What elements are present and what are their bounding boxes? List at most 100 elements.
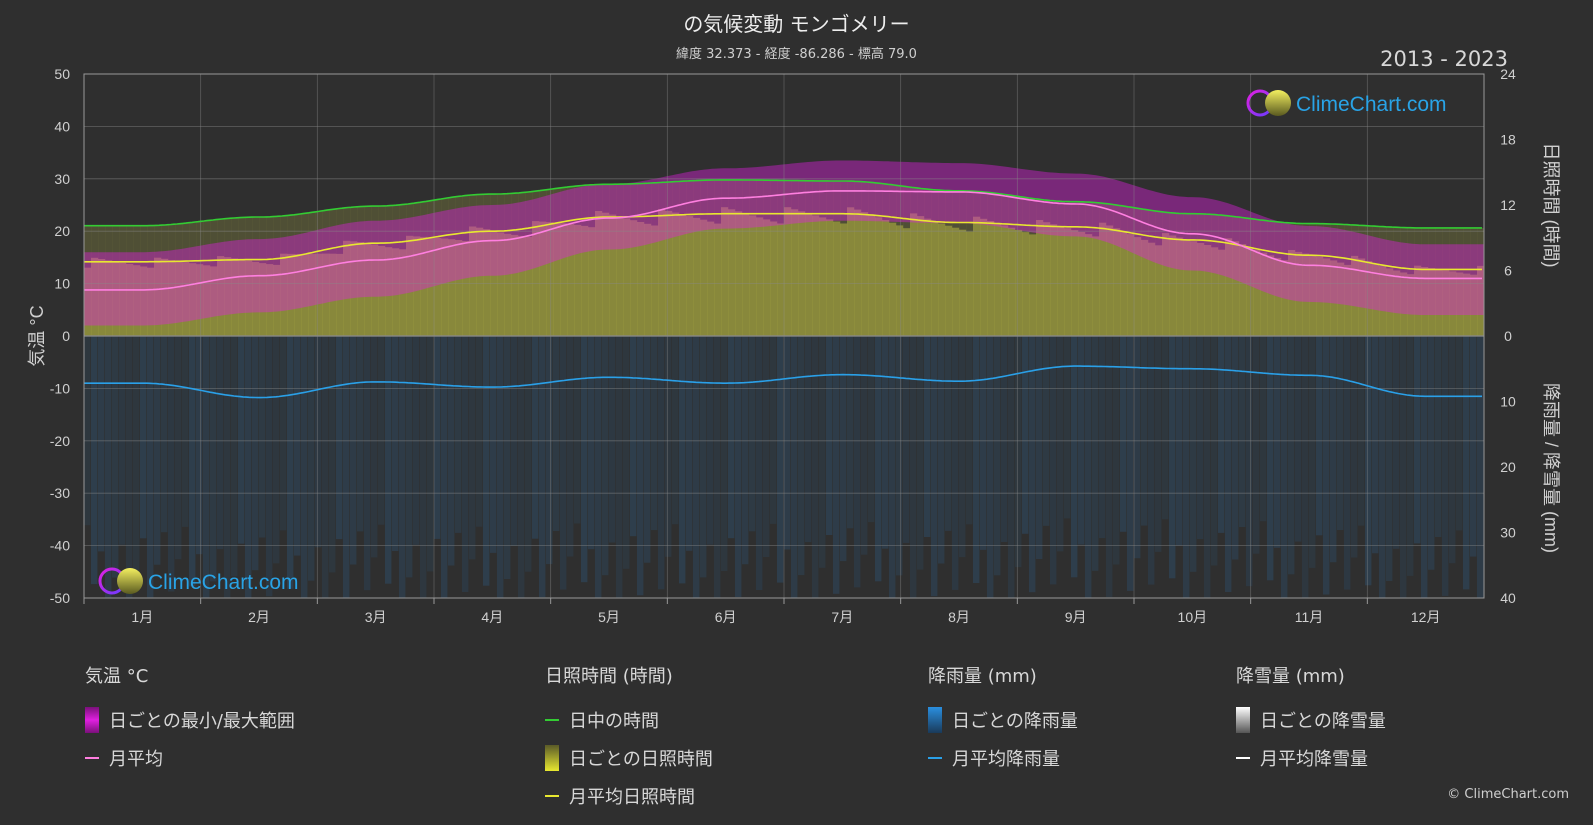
- rain-bar: [252, 336, 259, 571]
- sunshine-bar: [770, 221, 778, 336]
- sunshine-bar: [805, 213, 813, 336]
- sunshine-bar: [1246, 247, 1254, 336]
- sunshine-bar: [1337, 262, 1345, 336]
- sunshine-bar: [882, 220, 890, 336]
- legend-sunshine: 日照時間 (時間) 日中の時間 日ごとの日照時間 月平均日照時間: [545, 662, 713, 815]
- sunshine-bar: [1218, 249, 1226, 336]
- rain-bar: [1260, 336, 1267, 522]
- sunshine-bar: [763, 219, 771, 336]
- sunshine-bar: [1316, 256, 1324, 336]
- rain-bar: [84, 336, 91, 526]
- rain-bar: [385, 336, 392, 584]
- sunshine-bar: [1274, 257, 1282, 336]
- sunshine-bar: [441, 238, 449, 336]
- sunshine-bar: [854, 209, 862, 336]
- rain-bar: [1162, 336, 1169, 520]
- sunshine-bar: [896, 225, 904, 336]
- legend-label: 日ごとの降雪量: [1260, 711, 1386, 732]
- rain-bar: [1064, 336, 1071, 519]
- rain-bar: [1022, 336, 1029, 534]
- sunshine-bar: [189, 263, 197, 336]
- legend-rain: 降雨量 (mm) 日ごとの降雨量 月平均降雨量: [928, 662, 1078, 777]
- sunshine-bar: [756, 217, 764, 336]
- rain-bar: [749, 336, 756, 532]
- y-tick-label: 10: [54, 276, 70, 292]
- sunshine-bar: [308, 253, 316, 336]
- sunshine-bar: [924, 218, 932, 336]
- rain-bar: [1463, 336, 1470, 590]
- rain-bar: [266, 336, 273, 597]
- rain-bar: [1204, 336, 1211, 598]
- sunshine-bar: [112, 261, 120, 336]
- sunshine-bar: [1141, 239, 1149, 336]
- sunshine-bar: [98, 259, 106, 336]
- rain-bar: [105, 336, 112, 598]
- y2-tick-label: 12: [1500, 197, 1516, 213]
- rain-bar: [1421, 336, 1428, 598]
- sunshine-bar: [1169, 235, 1177, 336]
- rain-bar: [763, 336, 770, 557]
- axes: 50 40 30 20 10 0 -10 -20 -30 -40 -50 24 18 12 6 0 10 20 30…: [27, 66, 1561, 625]
- rain-bar: [469, 336, 476, 560]
- rain-bar: [161, 336, 168, 533]
- x-tick-label: 11月: [1295, 609, 1324, 625]
- sunshine-bar: [273, 264, 281, 336]
- rain-bar: [476, 336, 483, 527]
- rain-bar: [1239, 336, 1246, 527]
- rain-bar: [525, 336, 532, 572]
- rain-bar: [273, 336, 280, 564]
- legend-label: 月平均日照時間: [569, 787, 695, 808]
- sunshine-bar: [511, 234, 519, 336]
- rain-bar: [1302, 336, 1309, 598]
- sunshine-bar: [1057, 226, 1065, 336]
- sunshine-bar: [126, 264, 134, 336]
- rain-bar: [1127, 336, 1134, 591]
- rain-bar: [1225, 336, 1232, 592]
- rain-bar: [840, 336, 847, 562]
- rain-bar: [707, 336, 714, 545]
- sunshine-bar: [1239, 244, 1247, 336]
- sunshine-bar: [1211, 247, 1219, 336]
- sunshine-bar: [1127, 234, 1135, 336]
- legend-item: 日ごとの降雨量: [928, 701, 1078, 739]
- sunshine-bar: [728, 209, 736, 336]
- y2-axis-label: 日照時間 (時間): [1541, 143, 1561, 268]
- y-axis-label: 気温 °C: [27, 305, 47, 366]
- sunshine-bar: [1365, 261, 1373, 336]
- sunshine-bar: [861, 212, 869, 336]
- swatch-snow-daily: [1236, 707, 1250, 733]
- sunshine-bar: [1232, 241, 1240, 336]
- y2-tick-label: 24: [1500, 66, 1516, 82]
- rain-bar: [1232, 336, 1239, 560]
- sunshine-bar: [413, 236, 421, 336]
- sunshine-bar: [1204, 245, 1212, 336]
- sunshine-bar: [259, 263, 267, 336]
- y-tick-label: 40: [54, 118, 70, 134]
- sunshine-bar: [385, 247, 393, 336]
- sunshine-bar: [693, 217, 701, 336]
- rain-bar: [1169, 336, 1176, 579]
- x-tick-label: 6月: [715, 609, 737, 625]
- sunshine-bar: [196, 264, 204, 336]
- sunshine-bar: [798, 211, 806, 336]
- sunshine-bar: [1043, 222, 1051, 336]
- sunshine-bar: [1281, 260, 1289, 336]
- sunshine-bar: [224, 257, 232, 336]
- rain-bar: [917, 336, 924, 570]
- rain-bar: [784, 336, 791, 550]
- sunshine-bar: [574, 224, 582, 336]
- rain-bar: [1456, 336, 1463, 531]
- rain-bar: [1442, 336, 1449, 596]
- legend-label: 日中の時間: [569, 711, 659, 732]
- rain-bar: [1015, 336, 1022, 568]
- sunshine-bar: [672, 212, 680, 336]
- rain-bar: [1407, 336, 1414, 576]
- rain-bar: [364, 336, 371, 591]
- rain-bar: [112, 336, 119, 578]
- sunshine-bar: [987, 221, 995, 336]
- rain-bar: [1288, 336, 1295, 575]
- rain-bar: [616, 336, 623, 598]
- sunshine-bar: [448, 239, 456, 336]
- sunshine-bar: [567, 224, 575, 336]
- sunshine-bar: [595, 211, 603, 336]
